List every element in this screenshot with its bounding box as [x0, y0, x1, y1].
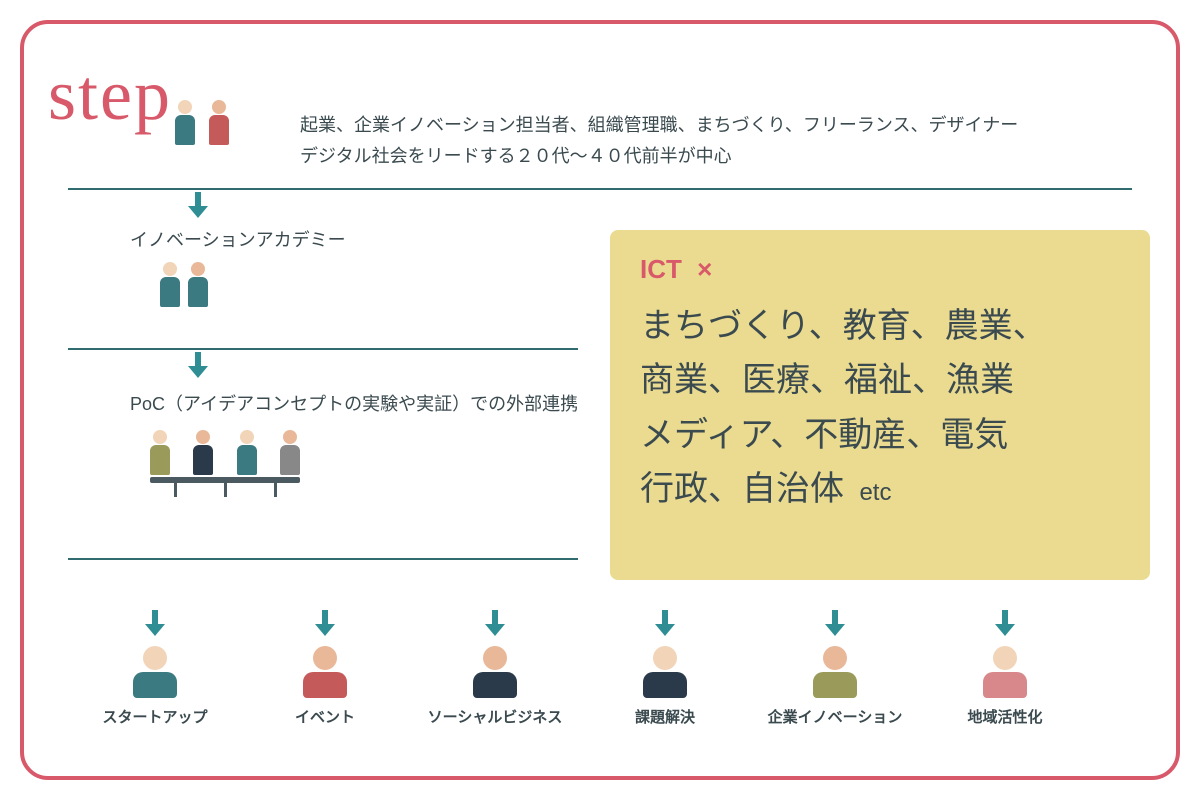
outcome-label: 課題解決 [635, 706, 695, 727]
person-bust-icon [297, 646, 353, 698]
outcome-item: イベント [250, 610, 400, 727]
person-head [143, 646, 167, 670]
arrow-down-icon [825, 610, 845, 636]
divider-2 [68, 348, 578, 350]
person-body [209, 115, 229, 145]
outcome-item: ソーシャルビジネス [420, 610, 570, 727]
intro-text: 起業、企業イノベーション担当者、組織管理職、まちづくり、フリーランス、デザイナー… [300, 110, 1140, 171]
person-body [133, 672, 177, 698]
arrow-down-icon [315, 610, 335, 636]
person-head [653, 646, 677, 670]
person-body [473, 672, 517, 698]
person-body [813, 672, 857, 698]
person-body [303, 672, 347, 698]
ict-prefix: ICT [640, 254, 682, 284]
person-body [175, 115, 195, 145]
outcome-label: イベント [295, 706, 355, 727]
person-body [643, 672, 687, 698]
people-pair-icon [175, 100, 229, 150]
outcome-item: 課題解決 [590, 610, 740, 727]
outcome-label: 企業イノベーション [768, 706, 903, 727]
person-head [993, 646, 1017, 670]
ict-body-text: まちづくり、教育、農業、商業、医療、福祉、漁業メディア、不動産、電気行政、自治体 [640, 307, 1047, 508]
title-step: step [48, 54, 172, 137]
divider-3 [68, 558, 578, 560]
person-body [160, 277, 180, 307]
outcomes-row: スタートアップ イベント ソーシャルビジネス 課題解決 企業イノベーション 地域活性化 [80, 610, 1080, 727]
person-head [212, 100, 226, 114]
person-body [983, 672, 1027, 698]
person-bust-icon [467, 646, 523, 698]
person-bust-icon [977, 646, 1033, 698]
ict-box: ICT × まちづくり、教育、農業、商業、医療、福祉、漁業メディア、不動産、電気… [610, 230, 1150, 580]
intro-line-1: 起業、企業イノベーション担当者、組織管理職、まちづくり、フリーランス、デザイナー [300, 110, 1140, 141]
arrow-down-icon [485, 610, 505, 636]
person-head [483, 646, 507, 670]
person-bust-icon [127, 646, 183, 698]
arrow-down-icon [995, 610, 1015, 636]
handshake-icon [160, 262, 208, 312]
outcome-item: 企業イノベーション [760, 610, 910, 727]
outcome-label: 地域活性化 [967, 706, 1042, 727]
outcome-label: スタートアップ [102, 706, 207, 727]
arrow-down-icon [188, 352, 208, 378]
ict-header: ICT × [640, 254, 1120, 285]
outcome-label: ソーシャルビジネス [428, 706, 563, 727]
person-head [823, 646, 847, 670]
ict-body: まちづくり、教育、農業、商業、医療、福祉、漁業メディア、不動産、電気行政、自治体… [640, 299, 1120, 517]
arrow-down-icon [655, 610, 675, 636]
person-head [178, 100, 192, 114]
ict-cross: × [697, 254, 712, 284]
person-head [191, 262, 205, 276]
person-head [163, 262, 177, 276]
ict-etc: etc [859, 479, 891, 506]
outcome-item: 地域活性化 [930, 610, 1080, 727]
arrow-down-icon [145, 610, 165, 636]
meeting-icon [150, 430, 300, 497]
person-bust-icon [637, 646, 693, 698]
person-bust-icon [807, 646, 863, 698]
step2-label: PoC（アイデアコンセプトの実験や実証）での外部連携 [130, 390, 578, 416]
outcome-item: スタートアップ [80, 610, 230, 727]
person-head [313, 646, 337, 670]
person-body [188, 277, 208, 307]
arrow-down-icon [188, 192, 208, 218]
intro-line-2: デジタル社会をリードする２０代〜４０代前半が中心 [300, 141, 1140, 172]
divider-1 [68, 188, 1132, 190]
step1-label: イノベーションアカデミー [130, 226, 346, 252]
